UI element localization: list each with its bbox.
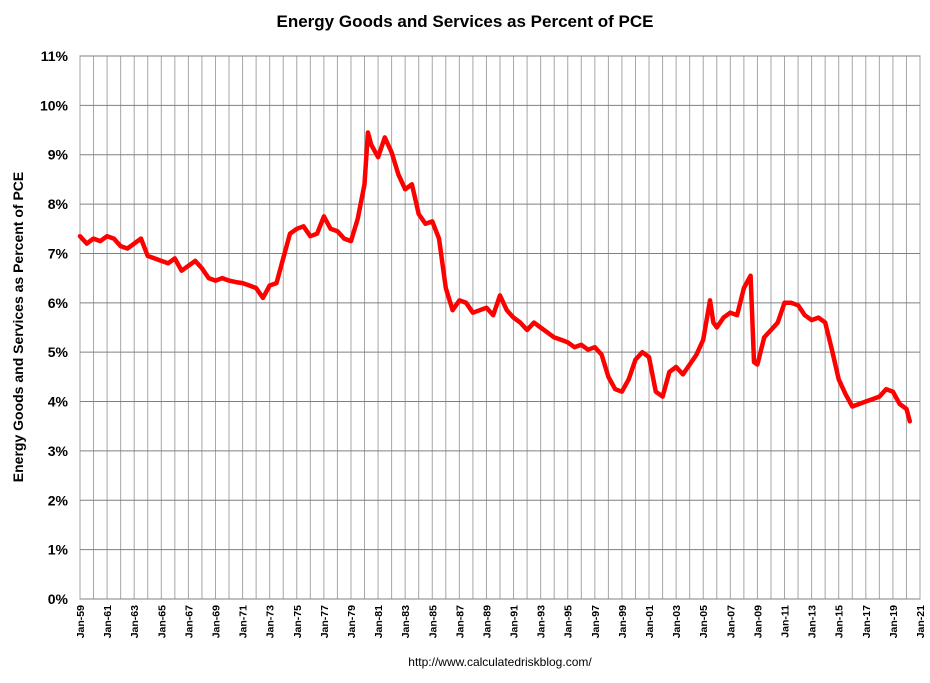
x-tick-label: Jan-87 <box>454 605 466 638</box>
y-tick-label: 4% <box>48 394 69 410</box>
y-tick-label: 9% <box>48 147 69 163</box>
y-tick-label: 0% <box>48 591 69 607</box>
y-tick-label: 11% <box>41 48 69 64</box>
y-tick-label: 10% <box>40 97 69 113</box>
x-tick-label: Jan-85 <box>427 605 439 638</box>
x-tick-label: Jan-07 <box>725 605 737 638</box>
x-tick-label: Jan-03 <box>671 605 683 638</box>
x-tick-label: Jan-01 <box>644 605 656 638</box>
x-tick-label: Jan-05 <box>698 605 710 638</box>
x-tick-label: Jan-13 <box>807 605 819 638</box>
x-tick-label: Jan-97 <box>590 605 602 638</box>
x-tick-label: Jan-73 <box>265 605 277 638</box>
x-tick-label: Jan-65 <box>156 605 168 638</box>
y-tick-label: 7% <box>48 245 69 261</box>
x-tick-label: Jan-89 <box>481 605 493 638</box>
x-tick-label: Jan-11 <box>780 605 792 638</box>
x-tick-label: Jan-67 <box>183 605 195 638</box>
x-tick-label: Jan-61 <box>102 605 114 638</box>
x-tick-label: Jan-17 <box>861 605 873 638</box>
y-tick-label: 6% <box>48 295 69 311</box>
x-tick-label: Jan-75 <box>292 605 304 638</box>
y-tick-label: 1% <box>48 542 69 558</box>
x-tick-label: Jan-71 <box>238 605 250 638</box>
y-tick-label: 8% <box>48 196 69 212</box>
x-tick-label: Jan-93 <box>536 605 548 638</box>
x-tick-label: Jan-09 <box>752 605 764 638</box>
x-axis-ticks: Jan-59 Jan-61 Jan-63 Jan-65 Jan-67 Jan-69 Jan-… <box>75 605 927 638</box>
x-tick-label: Jan-77 <box>319 605 331 638</box>
y-axis-label: Energy Goods and Services as Percent of … <box>10 172 26 482</box>
x-tick-label: Jan-99 <box>617 605 629 638</box>
x-tick-label: Jan-69 <box>210 605 222 638</box>
y-tick-label: 5% <box>48 344 69 360</box>
x-tick-label: Jan-15 <box>834 605 846 638</box>
x-tick-label: Jan-95 <box>563 605 575 638</box>
x-tick-label: Jan-63 <box>129 605 141 638</box>
horizontal-gridlines <box>80 55 920 600</box>
x-tick-label: Jan-19 <box>888 605 900 638</box>
chart-title: Energy Goods and Services as Percent of … <box>277 12 654 31</box>
y-tick-label: 2% <box>48 492 69 508</box>
x-tick-label: Jan-21 <box>915 605 927 638</box>
y-tick-label: 3% <box>48 443 69 459</box>
series-layer <box>77 130 913 424</box>
x-tick-label: Jan-59 <box>75 605 87 638</box>
y-axis-ticks: 0% 1% 2% 3% 4% 5% 6% 7% 8% 9% 10% 11% <box>40 48 69 607</box>
x-tick-label: Jan-83 <box>400 605 412 638</box>
series-line <box>77 130 913 424</box>
source-url: http://www.calculatedriskblog.com/ <box>408 655 592 669</box>
x-tick-label: Jan-79 <box>346 605 358 638</box>
x-tick-label: Jan-91 <box>509 605 521 638</box>
x-tick-label: Jan-81 <box>373 605 385 638</box>
